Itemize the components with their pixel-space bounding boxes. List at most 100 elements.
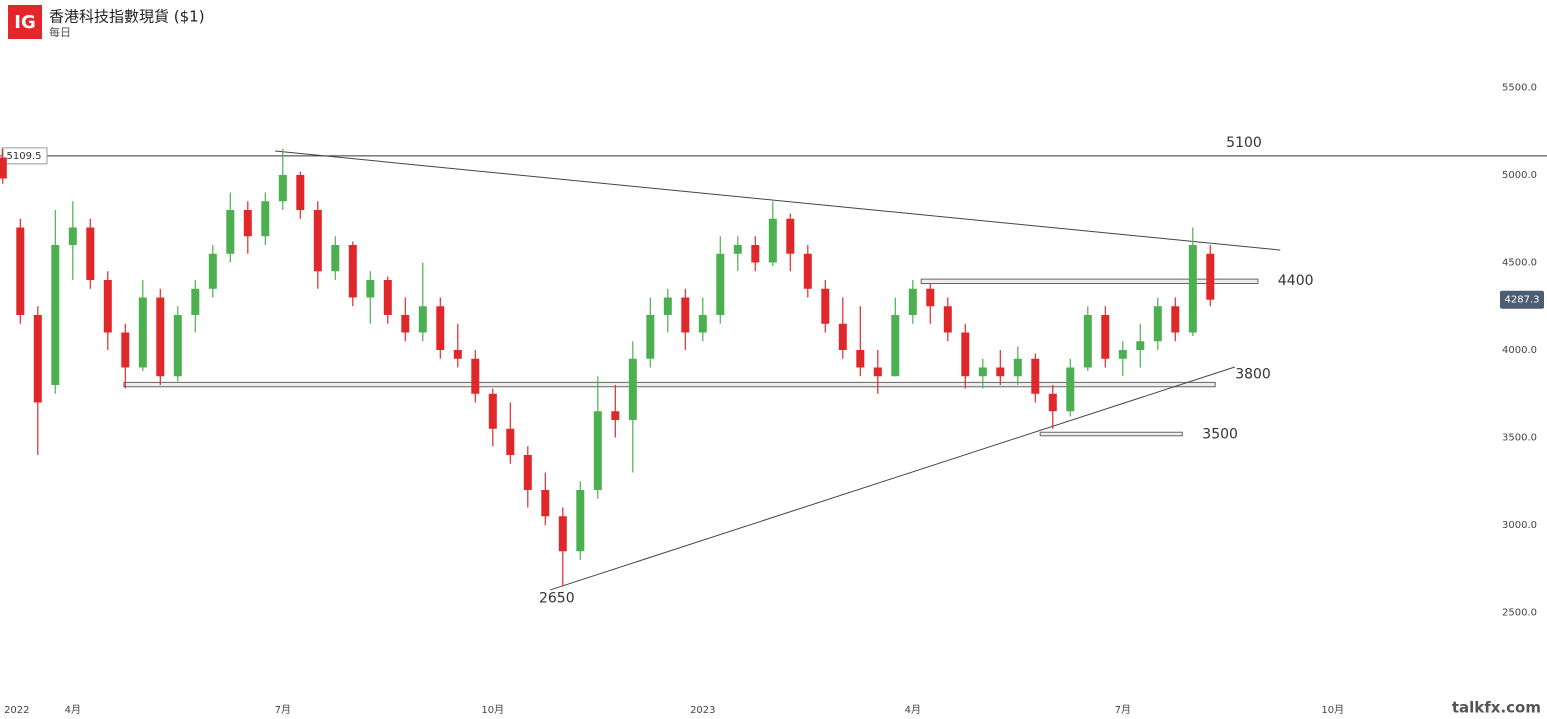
candle-body [663,297,672,315]
low-label: 2650 [539,590,575,606]
candle-body [821,288,830,324]
candle-body [1031,358,1040,394]
candle-body [1048,393,1057,412]
candle-body [716,253,725,315]
candle-body [803,253,812,289]
candle-body [1153,306,1162,342]
candle-body [733,245,742,254]
candle-body [121,332,130,368]
title: 香港科技指數現貨 ($1) [49,8,205,26]
candle-body [541,490,550,517]
candle-body [348,245,357,298]
candle-body [856,350,865,368]
last-price-box [1500,290,1544,309]
candle-body [138,297,147,368]
candle-body [1118,350,1127,359]
zone [1039,431,1183,437]
zone [123,381,1216,388]
y-tick-label: 5500.0 [1502,83,1537,94]
candle-body [996,367,1005,377]
candle-body [698,315,707,333]
x-tick-label: 2022 [4,705,29,716]
candle-body [226,210,235,254]
zone-label: 3800 [1235,366,1271,382]
candle-body [646,315,655,359]
candle-body [383,280,392,315]
candle-body [278,175,287,202]
zone [920,278,1259,284]
candle-body [68,227,77,245]
zone-label: 4400 [1278,273,1314,289]
candle-body [243,210,252,237]
x-tick-label: 4月 [905,704,921,716]
candle-body [488,393,497,429]
candle-body [401,315,410,333]
candle-body [1013,358,1022,377]
h-line-label: 5100 [1226,135,1262,151]
candle-body [173,315,182,377]
candle-body [506,428,515,455]
h-line-value: 5109.5 [7,151,42,162]
trend-line [275,150,1281,251]
candle-body [313,210,322,272]
candle-body [0,157,7,179]
candle-body [786,218,795,254]
candle-body [1188,245,1197,333]
candle-body [751,245,760,263]
x-tick-label: 2023 [690,705,715,716]
candle-body [768,218,777,263]
candle-body [471,358,480,394]
trend-line [550,366,1235,591]
candle-body [418,306,427,333]
y-tick-label: 2500.0 [1502,608,1537,619]
candle-body [593,411,602,490]
candle-body [208,253,217,289]
candle-body [436,306,445,350]
candle-body [331,245,340,272]
candle-body [16,227,25,315]
candle-body [1136,341,1145,350]
y-tick-label: 3000.0 [1502,520,1537,531]
x-tick-label: 10月 [481,704,504,716]
candle-body [908,288,917,315]
candle-body [1083,315,1092,368]
candle-body [103,280,112,333]
candle-body [891,315,900,377]
candle-body [86,227,95,280]
watermark: talkfx.com [1452,699,1541,717]
candle-body [366,280,375,298]
candle-body [576,490,585,552]
x-tick-label: 7月 [275,704,291,716]
candle-body [1066,367,1075,412]
candle-body [191,288,200,315]
candle-body [1101,315,1110,359]
subtitle: 每日 [49,25,71,39]
candle-body [1171,306,1180,333]
candle-body [523,455,532,490]
candle-body [453,350,462,359]
y-tick-label: 5000.0 [1502,170,1537,181]
candle-body [156,297,165,377]
candle-body [978,367,987,377]
candle-body [611,411,620,420]
candle-body [261,201,270,237]
zone-label: 3500 [1202,426,1238,442]
candle-body [628,358,637,420]
x-tick-label: 4月 [65,704,81,716]
candle-body [838,323,847,350]
candle-body [873,367,882,377]
h-line-box [1,147,48,165]
last-price: 4287.3 [1505,295,1540,306]
x-tick-label: 7月 [1115,704,1131,716]
y-tick-label: 3500.0 [1502,433,1537,444]
logo-box [8,5,42,39]
y-tick-label: 4500.0 [1502,258,1537,269]
candle-body [961,332,970,377]
logo: IG [14,12,35,33]
candle-body [926,288,935,307]
candle-body [33,315,42,403]
candle-body [51,245,60,385]
x-tick-label: 10月 [1321,704,1344,716]
candle-body [1206,253,1215,300]
candle-body [296,175,305,210]
